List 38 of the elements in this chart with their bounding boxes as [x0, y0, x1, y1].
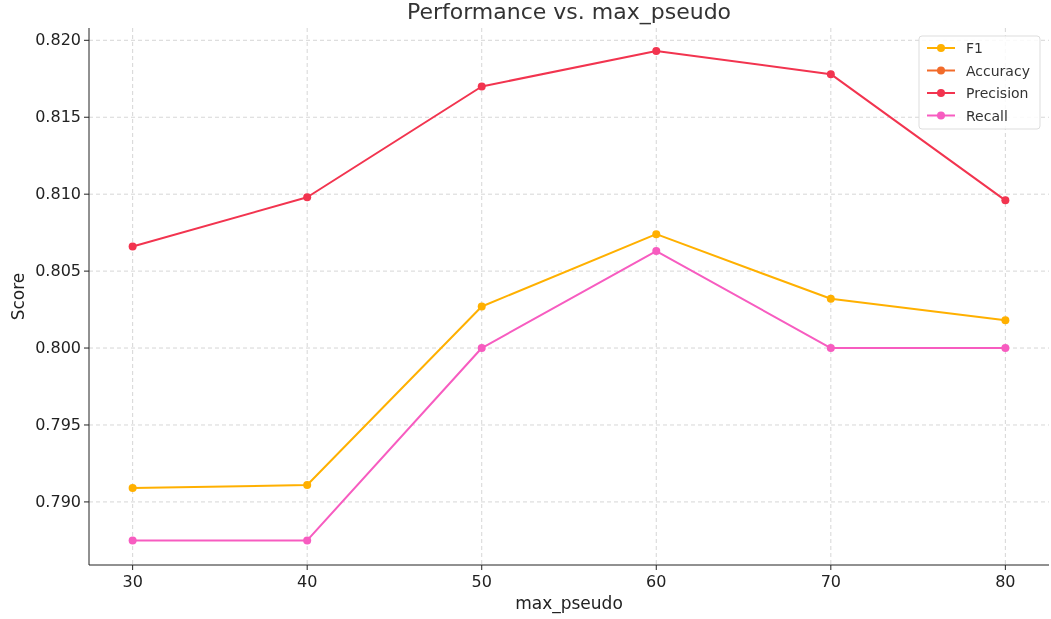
point: [652, 47, 661, 56]
legend-label: Recall: [966, 107, 1008, 124]
legend-label: F1: [966, 40, 983, 56]
x-tick-label: 40: [297, 572, 318, 591]
point: [1001, 316, 1010, 325]
y-axis-title: Score: [8, 272, 28, 321]
point: [128, 484, 137, 493]
point: [826, 344, 835, 353]
legend-label: Accuracy: [966, 62, 1030, 79]
point: [1001, 344, 1010, 353]
y-tick-label: 0.790: [35, 491, 81, 511]
x-axis-title: max_pseudo: [515, 593, 623, 614]
point: [477, 302, 486, 311]
point: [128, 536, 137, 545]
point: [303, 193, 312, 202]
x-tick-label: 30: [122, 572, 143, 591]
legend-label: Precision: [966, 85, 1029, 101]
point: [303, 480, 312, 489]
point: [652, 247, 661, 256]
point: [477, 344, 486, 353]
y-tick-label: 0.800: [35, 338, 81, 358]
x-tick-label: 70: [820, 572, 841, 591]
y-tick-label: 0.815: [35, 107, 81, 127]
y-tick-label: 0.810: [35, 184, 81, 204]
point: [303, 536, 312, 545]
x-tick-label: 50: [471, 572, 492, 591]
point: [826, 294, 835, 303]
point: [477, 82, 486, 91]
y-tick-label: 0.805: [35, 261, 81, 281]
point: [652, 230, 661, 239]
x-tick-label: 80: [995, 572, 1016, 591]
y-tick-label: 0.820: [35, 30, 81, 50]
point: [1001, 196, 1010, 205]
y-tick-label: 0.795: [35, 414, 81, 434]
chart-title: Performance vs. max_pseudo: [406, 0, 732, 25]
point: [826, 70, 835, 79]
point: [128, 242, 137, 251]
x-tick-label: 60: [646, 572, 667, 591]
